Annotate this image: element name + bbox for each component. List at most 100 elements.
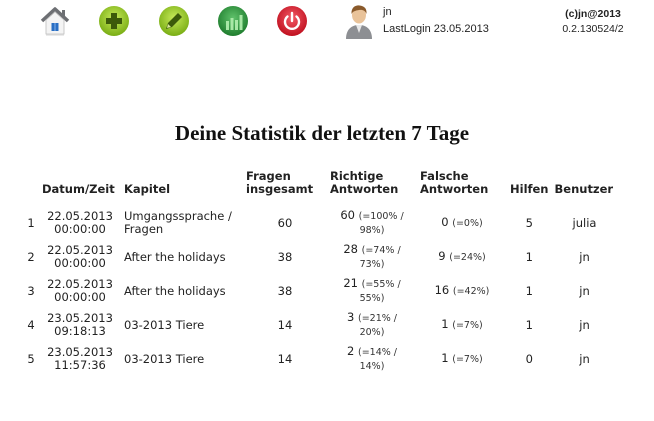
row-date: 23.05.2013: [47, 311, 113, 325]
row-right-answers: 3 (=21% / 20%): [327, 308, 417, 342]
row-time: 00:00:00: [54, 290, 106, 304]
last-login: LastLogin 23.05.2013: [383, 23, 489, 35]
right-percent: (=14% /: [357, 347, 397, 358]
table-row: 1 22.05.2013 00:00:00 Umgangssprache / Fr…: [23, 206, 618, 240]
row-user: julia: [572, 215, 597, 230]
row-total: 38: [277, 249, 293, 264]
edit-icon[interactable]: [157, 4, 191, 38]
header-right-line2: Antworten: [330, 182, 399, 196]
row-date: 22.05.2013: [47, 209, 113, 223]
header-help: Hilfen: [510, 182, 549, 196]
add-icon[interactable]: [97, 4, 131, 38]
row-chapter: After the holidays: [124, 249, 226, 264]
row-index: 5: [27, 351, 35, 366]
row-wrong-answers: 1 (=7%): [417, 342, 507, 376]
wrong-count: 0: [441, 215, 449, 229]
table-row: 4 23.05.2013 09:18:13 03-2013 Tiere 14 3 …: [23, 308, 618, 342]
row-help: 5: [525, 215, 533, 230]
row-right-answers: 60 (=100% / 98%): [327, 206, 417, 240]
user-avatar-icon: [344, 3, 374, 39]
row-wrong-answers: 16 (=42%): [417, 274, 507, 308]
row-right-answers: 28 (=74% / 73%): [327, 240, 417, 274]
copyright: (c)jn@2013: [565, 8, 621, 20]
right-percent: (=74% /: [361, 245, 401, 256]
row-time: 09:18:13: [54, 324, 106, 338]
right-percent-total: 98%): [359, 225, 385, 236]
right-count: 2: [347, 344, 355, 358]
power-icon[interactable]: [275, 4, 309, 38]
right-count: 60: [340, 208, 355, 222]
wrong-count: 16: [434, 283, 450, 297]
row-date: 23.05.2013: [47, 345, 113, 359]
statistics-icon[interactable]: [216, 4, 250, 38]
app-version: 0.2.130524/2: [562, 23, 624, 35]
wrong-percent: (=0%): [452, 218, 483, 229]
right-percent-total: 55%): [359, 293, 385, 304]
wrong-percent: (=24%): [449, 252, 486, 263]
header-wrong-answers: Falsche Antworten: [417, 170, 507, 206]
right-percent: (=21% /: [357, 313, 397, 324]
header-total-line1: Fragen: [246, 169, 291, 183]
row-datetime: 23.05.2013 11:57:36: [39, 342, 121, 376]
row-chapter: Umgangssprache / Fragen: [124, 209, 232, 236]
user-name: jn: [383, 6, 392, 18]
row-datetime: 23.05.2013 09:18:13: [39, 308, 121, 342]
toolbar: jn LastLogin 23.05.2013 (c)jn@2013 0.2.1…: [0, 0, 654, 46]
wrong-count: 1: [441, 351, 449, 365]
row-help: 1: [525, 249, 533, 264]
row-datetime: 22.05.2013 00:00:00: [39, 206, 121, 240]
row-total: 38: [277, 283, 293, 298]
row-user: jn: [579, 317, 590, 332]
row-time: 11:57:36: [54, 358, 106, 372]
header-total-line2: insgesamt: [246, 182, 314, 196]
right-percent: (=55% /: [361, 279, 401, 290]
header-total: Fragen insgesamt: [243, 170, 327, 206]
row-datetime: 22.05.2013 00:00:00: [39, 240, 121, 274]
row-index: 4: [27, 317, 35, 332]
header-wrong-line2: Antworten: [420, 182, 489, 196]
right-percent-total: 73%): [359, 259, 385, 270]
right-percent-total: 14%): [359, 361, 385, 372]
table-row: 3 22.05.2013 00:00:00 After the holidays …: [23, 274, 618, 308]
row-wrong-answers: 9 (=24%): [417, 240, 507, 274]
row-help: 0: [525, 351, 533, 366]
statistics-table: Datum/Zeit Kapitel Fragen insgesamt Richt…: [23, 170, 618, 376]
table-row: 5 23.05.2013 11:57:36 03-2013 Tiere 14 2 …: [23, 342, 618, 376]
right-percent-total: 20%): [359, 327, 385, 338]
right-count: 3: [347, 310, 355, 324]
header-right-answers: Richtige Antworten: [327, 170, 417, 206]
row-time: 00:00:00: [54, 256, 106, 270]
wrong-percent: (=7%): [452, 320, 483, 331]
row-right-answers: 2 (=14% / 14%): [327, 342, 417, 376]
row-help: 1: [525, 283, 533, 298]
row-wrong-answers: 1 (=7%): [417, 308, 507, 342]
right-percent: (=100% /: [358, 211, 404, 222]
row-index: 3: [27, 283, 35, 298]
row-index: 1: [27, 215, 35, 230]
wrong-percent: (=7%): [452, 354, 483, 365]
wrong-count: 9: [438, 249, 446, 263]
page-title: Deine Statistik der letzten 7 Tage: [174, 121, 470, 145]
header-user: Benutzer: [554, 182, 614, 196]
row-chapter: After the holidays: [124, 283, 226, 298]
row-total: 14: [277, 317, 293, 332]
row-time: 00:00:00: [54, 222, 106, 236]
header-right-line1: Richtige: [330, 169, 384, 183]
header-wrong-line1: Falsche: [420, 169, 469, 183]
row-total: 60: [277, 215, 293, 230]
row-user: jn: [579, 249, 590, 264]
table-header-row: Datum/Zeit Kapitel Fragen insgesamt Richt…: [23, 170, 618, 206]
row-user: jn: [579, 283, 590, 298]
row-total: 14: [277, 351, 293, 366]
row-help: 1: [525, 317, 533, 332]
table-row: 2 22.05.2013 00:00:00 After the holidays …: [23, 240, 618, 274]
row-wrong-answers: 0 (=0%): [417, 206, 507, 240]
row-user: jn: [579, 351, 590, 366]
row-index: 2: [27, 249, 35, 264]
header-chapter: Kapitel: [124, 182, 171, 196]
header-index: [23, 170, 39, 206]
wrong-percent: (=42%): [452, 286, 490, 297]
row-date: 22.05.2013: [47, 243, 113, 257]
header-date: Datum/Zeit: [42, 182, 115, 196]
home-icon[interactable]: [38, 4, 72, 38]
